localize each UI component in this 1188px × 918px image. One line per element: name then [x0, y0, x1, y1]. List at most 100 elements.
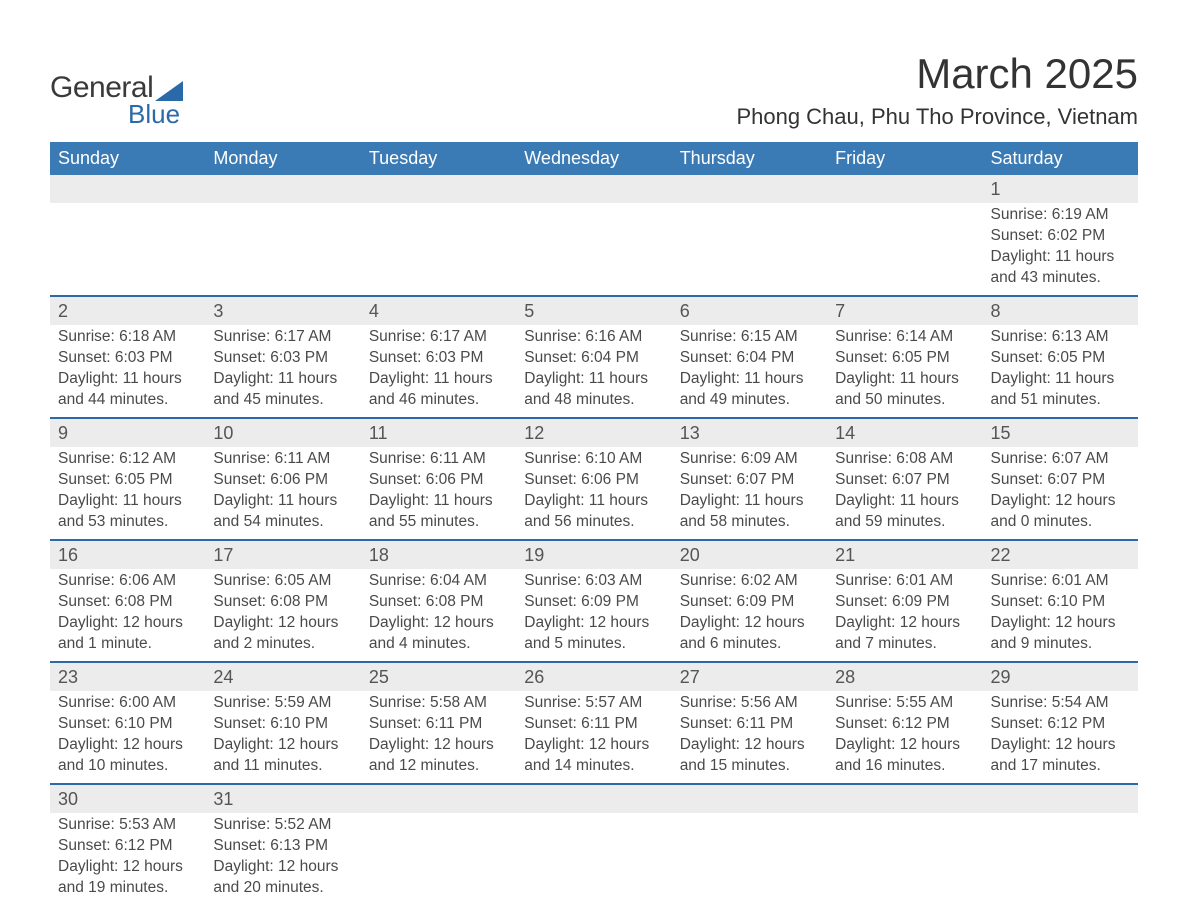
sunrise-text: Sunrise: 6:01 AM [991, 571, 1130, 592]
data-row: Sunrise: 6:19 AMSunset: 6:02 PMDaylight:… [50, 203, 1138, 296]
sunset-text: Sunset: 6:02 PM [991, 226, 1130, 247]
sunrise-text: Sunrise: 6:16 AM [524, 327, 663, 348]
sunset-text: Sunset: 6:08 PM [369, 592, 508, 613]
day-number-cell: 6 [672, 296, 827, 325]
day-number-cell: 15 [983, 418, 1138, 447]
daylight-text: and 43 minutes. [991, 268, 1130, 289]
day-data-cell: Sunrise: 5:53 AMSunset: 6:12 PMDaylight:… [50, 813, 205, 905]
sunrise-text: Sunrise: 5:56 AM [680, 693, 819, 714]
calendar-table: Sunday Monday Tuesday Wednesday Thursday… [50, 142, 1138, 905]
sunset-text: Sunset: 6:11 PM [680, 714, 819, 735]
daylight-text: and 1 minute. [58, 634, 197, 655]
daylight-text: and 58 minutes. [680, 512, 819, 533]
sunrise-text: Sunrise: 6:07 AM [991, 449, 1130, 470]
sunrise-text: Sunrise: 6:06 AM [58, 571, 197, 592]
daylight-text: and 19 minutes. [58, 878, 197, 899]
location: Phong Chau, Phu Tho Province, Vietnam [736, 104, 1138, 130]
day-data-cell: Sunrise: 6:06 AMSunset: 6:08 PMDaylight:… [50, 569, 205, 662]
daylight-text: Daylight: 12 hours [213, 613, 352, 634]
daylight-text: Daylight: 12 hours [369, 735, 508, 756]
daylight-text: and 49 minutes. [680, 390, 819, 411]
sunrise-text: Sunrise: 6:00 AM [58, 693, 197, 714]
daylight-text: Daylight: 12 hours [58, 613, 197, 634]
day-data-cell [205, 203, 360, 296]
daylight-text: and 45 minutes. [213, 390, 352, 411]
daylight-text: Daylight: 11 hours [991, 247, 1130, 268]
day-number-cell: 30 [50, 784, 205, 813]
weekday-header: Saturday [983, 142, 1138, 175]
day-number-cell: 31 [205, 784, 360, 813]
day-number-cell: 9 [50, 418, 205, 447]
sunrise-text: Sunrise: 6:19 AM [991, 205, 1130, 226]
sunrise-text: Sunrise: 5:53 AM [58, 815, 197, 836]
day-number-cell: 18 [361, 540, 516, 569]
sunset-text: Sunset: 6:04 PM [524, 348, 663, 369]
day-data-cell [516, 203, 671, 296]
day-data-cell: Sunrise: 6:13 AMSunset: 6:05 PMDaylight:… [983, 325, 1138, 418]
sunrise-text: Sunrise: 6:12 AM [58, 449, 197, 470]
sunset-text: Sunset: 6:10 PM [58, 714, 197, 735]
day-number-cell: 29 [983, 662, 1138, 691]
daylight-text: Daylight: 12 hours [213, 735, 352, 756]
daylight-text: and 20 minutes. [213, 878, 352, 899]
day-data-cell [361, 813, 516, 905]
day-data-cell [361, 203, 516, 296]
day-data-cell: Sunrise: 6:11 AMSunset: 6:06 PMDaylight:… [361, 447, 516, 540]
day-number-cell [205, 175, 360, 203]
sunrise-text: Sunrise: 6:11 AM [369, 449, 508, 470]
day-data-cell: Sunrise: 6:05 AMSunset: 6:08 PMDaylight:… [205, 569, 360, 662]
daylight-text: Daylight: 12 hours [991, 735, 1130, 756]
day-data-cell: Sunrise: 6:09 AMSunset: 6:07 PMDaylight:… [672, 447, 827, 540]
day-data-cell: Sunrise: 6:19 AMSunset: 6:02 PMDaylight:… [983, 203, 1138, 296]
day-number-cell [361, 784, 516, 813]
sunrise-text: Sunrise: 6:09 AM [680, 449, 819, 470]
header: General Blue March 2025 Phong Chau, Phu … [50, 50, 1138, 130]
daylight-text: and 4 minutes. [369, 634, 508, 655]
sunrise-text: Sunrise: 5:58 AM [369, 693, 508, 714]
day-number-cell: 23 [50, 662, 205, 691]
day-data-cell: Sunrise: 6:01 AMSunset: 6:10 PMDaylight:… [983, 569, 1138, 662]
daylight-text: Daylight: 11 hours [991, 369, 1130, 390]
weekday-header: Monday [205, 142, 360, 175]
day-data-cell: Sunrise: 6:18 AMSunset: 6:03 PMDaylight:… [50, 325, 205, 418]
sunrise-text: Sunrise: 6:03 AM [524, 571, 663, 592]
day-number-cell [516, 784, 671, 813]
daylight-text: and 6 minutes. [680, 634, 819, 655]
daylight-text: Daylight: 11 hours [369, 369, 508, 390]
day-number-cell: 19 [516, 540, 671, 569]
data-row: Sunrise: 6:18 AM Sunset: 6:03 PM Daylight:… [50, 325, 1138, 418]
logo-triangle-icon [155, 81, 183, 101]
sunrise-text: Sunrise: 5:55 AM [835, 693, 974, 714]
daylight-text: and 55 minutes. [369, 512, 508, 533]
daylight-text: Daylight: 12 hours [524, 613, 663, 634]
sunset-text: Sunset: 6:13 PM [213, 836, 352, 857]
sunrise-text: Sunrise: 5:52 AM [213, 815, 352, 836]
day-data-cell: Sunrise: 5:57 AMSunset: 6:11 PMDaylight:… [516, 691, 671, 784]
daynum-row: 9101112131415 [50, 418, 1138, 447]
daylight-text: Daylight: 11 hours [58, 369, 197, 390]
day-number-cell: 1 [983, 175, 1138, 203]
daylight-text: and 50 minutes. [835, 390, 974, 411]
daylight-text: Daylight: 11 hours [524, 491, 663, 512]
daylight-text: and 48 minutes. [524, 390, 663, 411]
sunset-text: Sunset: 6:03 PM [213, 348, 352, 369]
sunset-text: Sunset: 6:08 PM [58, 592, 197, 613]
day-number-cell: 13 [672, 418, 827, 447]
daylight-text: Daylight: 12 hours [680, 613, 819, 634]
day-data-cell: Sunrise: 6:16 AMSunset: 6:04 PMDaylight:… [516, 325, 671, 418]
sunset-text: Sunset: 6:04 PM [680, 348, 819, 369]
day-data-cell: Sunrise: 6:17 AMSunset: 6:03 PMDaylight:… [361, 325, 516, 418]
day-data-cell [827, 203, 982, 296]
daylight-text: and 12 minutes. [369, 756, 508, 777]
day-data-cell [672, 813, 827, 905]
sunset-text: Sunset: 6:06 PM [369, 470, 508, 491]
daylight-text: and 16 minutes. [835, 756, 974, 777]
weekday-header: Wednesday [516, 142, 671, 175]
sunset-text: Sunset: 6:07 PM [991, 470, 1130, 491]
day-number-cell [361, 175, 516, 203]
sunrise-text: Sunrise: 6:10 AM [524, 449, 663, 470]
day-number-cell: 26 [516, 662, 671, 691]
sunrise-text: Sunrise: 6:18 AM [58, 327, 197, 348]
sunrise-text: Sunrise: 6:14 AM [835, 327, 974, 348]
day-data-cell [983, 813, 1138, 905]
